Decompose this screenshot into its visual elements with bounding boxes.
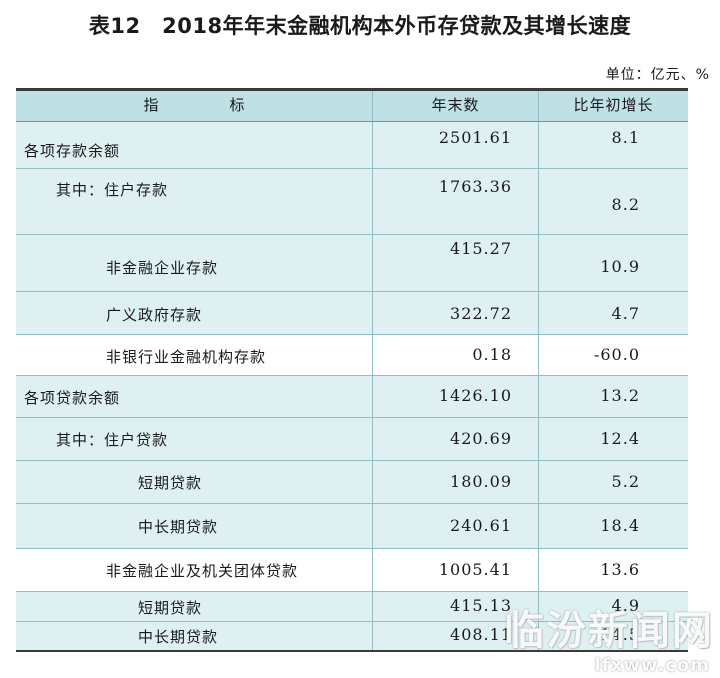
row-label: 其中：住户贷款: [56, 431, 169, 449]
row-value: 415.27: [450, 239, 512, 258]
table-row: 各项存款余额 2501.61 8.1: [16, 122, 688, 169]
table-row: 短期贷款 415.13 4.9: [16, 592, 688, 622]
row-value: 1005.41: [438, 560, 512, 579]
row-growth: 10.9: [600, 257, 640, 276]
row-growth: 13.2: [600, 386, 640, 405]
row-label: 各项贷款余额: [24, 389, 121, 407]
row-value: 0.18: [472, 345, 512, 364]
row-growth: 14.5: [600, 625, 640, 644]
table-row: 中长期贷款 408.11 14.5: [16, 622, 688, 652]
row-value: 1426.10: [438, 386, 512, 405]
row-value: 2501.61: [438, 128, 512, 147]
table-row: 非银行业金融机构存款 0.18 -60.0: [16, 335, 688, 376]
row-label: 中长期贷款: [138, 628, 219, 646]
row-value: 415.13: [450, 596, 512, 615]
header-growth: 比年初增长: [538, 91, 688, 121]
unit-label: 单位：亿元、%: [605, 67, 710, 83]
row-value: 420.69: [450, 429, 512, 448]
row-label: 非金融企业存款: [106, 259, 219, 277]
table-title: 表12 2018年年末金融机构本外币存贷款及其增长速度: [88, 14, 632, 38]
table-header-row: 指 标 年末数 比年初增长: [16, 91, 688, 122]
data-table: 指 标 年末数 比年初增长 各项存款余额 2501.61 8.1 其中：住户存款…: [16, 88, 688, 652]
row-value: 240.61: [450, 516, 512, 535]
row-value: 408.11: [450, 625, 512, 644]
watermark-logo: 临汾新闻网: [504, 607, 714, 654]
row-value: 180.09: [450, 472, 512, 491]
row-label: 其中：住户存款: [56, 181, 169, 199]
table-row: 广义政府存款 322.72 4.7: [16, 292, 688, 335]
row-label: 中长期贷款: [138, 518, 219, 536]
row-label: 非金融企业及机关团体贷款: [106, 562, 299, 580]
row-growth: 8.1: [611, 128, 640, 147]
row-label: 非银行业金融机构存款: [106, 348, 267, 366]
header-year-end: 年末数: [372, 91, 538, 121]
row-growth: -60.0: [593, 345, 640, 364]
row-value: 1763.36: [438, 177, 512, 196]
row-growth: 8.2: [611, 195, 640, 214]
row-label: 各项存款余额: [24, 142, 121, 160]
header-indicator: 指 标: [143, 96, 273, 114]
table-row: 各项贷款余额 1426.10 13.2: [16, 376, 688, 418]
table-row: 非金融企业存款 415.27 10.9: [16, 235, 688, 292]
row-label: 短期贷款: [138, 599, 203, 617]
table-row: 中长期贷款 240.61 18.4: [16, 504, 688, 549]
table-row: 非金融企业及机关团体贷款 1005.41 13.6: [16, 549, 688, 592]
table-row: 其中：住户存款 1763.36 8.2: [16, 169, 688, 235]
row-growth: 5.2: [611, 472, 640, 491]
row-growth: 18.4: [600, 516, 640, 535]
row-label: 短期贷款: [138, 474, 203, 492]
row-value: 322.72: [450, 304, 512, 323]
row-growth: 4.7: [611, 304, 640, 323]
row-growth: 12.4: [600, 429, 640, 448]
watermark-url: lfxww.com: [594, 655, 710, 676]
row-growth: 4.9: [611, 596, 640, 615]
table-row: 其中：住户贷款 420.69 12.4: [16, 418, 688, 461]
row-label: 广义政府存款: [106, 306, 203, 324]
table-row: 短期贷款 180.09 5.2: [16, 461, 688, 504]
row-growth: 13.6: [600, 560, 640, 579]
